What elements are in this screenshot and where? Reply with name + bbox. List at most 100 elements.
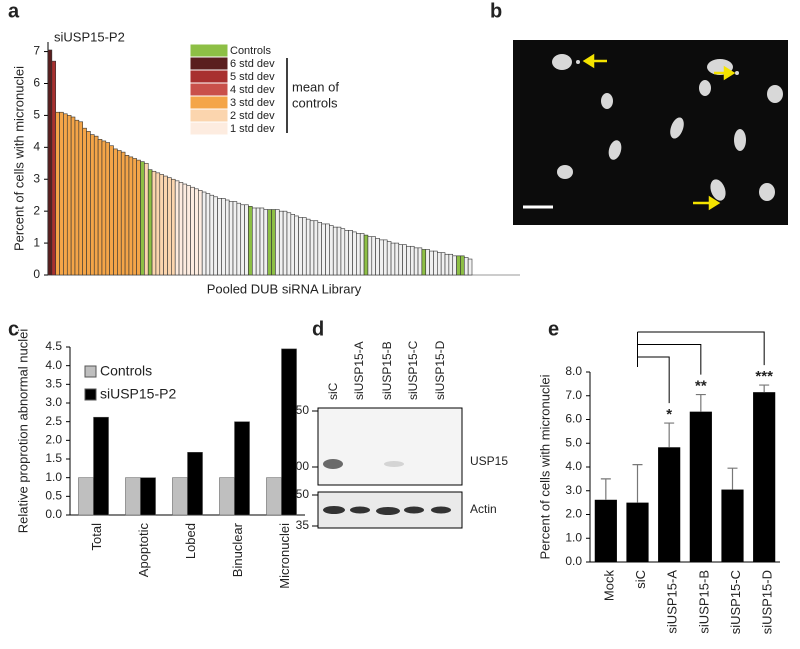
y-tick-label: 1.0: [565, 530, 582, 544]
bar: [186, 185, 191, 276]
legend-note: mean of: [292, 79, 339, 94]
bar: [410, 245, 415, 276]
bar: [263, 209, 269, 276]
bar: [463, 257, 469, 276]
bar: [325, 223, 330, 276]
x-tick-label: siC: [633, 570, 648, 589]
bar: [336, 226, 342, 276]
lane-label: siC: [326, 382, 340, 400]
legend-label: Controls: [100, 363, 152, 379]
x-tick-label: Total: [89, 523, 104, 551]
bar: [255, 207, 261, 276]
significance: ***: [755, 368, 773, 385]
y-tick-label: 1: [33, 235, 40, 249]
bar: [332, 226, 338, 276]
bar: [413, 247, 419, 276]
panel-letter: d: [312, 318, 324, 340]
bar: [278, 210, 284, 276]
bar: [313, 220, 319, 276]
x-tick-label: siUSP15-D: [760, 570, 775, 634]
bar: [194, 188, 199, 276]
bar: [101, 140, 107, 276]
bar: [321, 223, 326, 276]
y-tick-label: 1.0: [45, 470, 62, 484]
lane-label: siUSP15-D: [433, 340, 447, 400]
bar: [190, 186, 195, 276]
bar: [437, 252, 442, 276]
bar: [402, 244, 407, 276]
bar: [128, 156, 134, 276]
bar: [51, 60, 57, 276]
bar: [205, 193, 211, 276]
bar: [55, 111, 60, 276]
bar: [379, 239, 384, 276]
bar: [251, 207, 257, 276]
y-tick-label: 3.0: [565, 483, 582, 497]
y-tick-label: 2: [33, 203, 40, 217]
legend-swatch: [84, 388, 97, 401]
y-tick-label: 0: [33, 267, 40, 281]
bar: [217, 198, 222, 276]
bar: [93, 135, 99, 276]
bar: [105, 142, 110, 276]
legend-swatch: [189, 43, 229, 58]
bar: [309, 220, 315, 276]
bar: [209, 194, 215, 276]
y-axis-title: Percent of cells with micronuclei: [537, 374, 552, 559]
y-tick-label: 2.0: [565, 507, 582, 521]
bar: [266, 477, 282, 516]
bracket: [637, 331, 765, 366]
y-axis-title: Relative proprotion abnormal nuclei: [15, 329, 30, 534]
bar: [172, 477, 188, 516]
bar: [219, 477, 235, 516]
bar: [167, 177, 172, 276]
error-bar: [632, 464, 643, 503]
bar: [86, 131, 91, 276]
error-bar: [759, 384, 770, 393]
legend-label: 3 std dev: [230, 97, 275, 109]
bar: [658, 447, 681, 562]
bar: [93, 416, 109, 516]
y-tick-label: 1.5: [45, 451, 62, 465]
legend-label: 5 std dev: [230, 71, 275, 83]
bar: [375, 237, 380, 276]
bar: [144, 162, 149, 276]
bar: [421, 249, 427, 276]
legend-label: 4 std dev: [230, 84, 275, 96]
bar: [406, 245, 411, 276]
y-axis-title: Percent of cells with micronuclei: [11, 66, 26, 251]
legend-label: siUSP15-P2: [100, 386, 176, 402]
bar: [398, 244, 403, 276]
y-tick-label: 7.0: [565, 388, 582, 402]
bar: [113, 148, 118, 276]
y-tick-label: 3.5: [45, 377, 62, 391]
bar: [78, 477, 94, 516]
panel-letter: c: [8, 318, 19, 340]
significance: *: [666, 406, 672, 423]
y-tick-label: 3: [33, 171, 40, 185]
bar: [159, 174, 164, 276]
y-tick-label: 0.5: [45, 489, 62, 503]
bar: [120, 151, 126, 276]
y-tick-label: 4: [33, 140, 40, 154]
bar: [236, 202, 242, 276]
band-label: Actin: [470, 502, 497, 516]
error-bar: [727, 467, 738, 490]
legend-swatch: [84, 365, 97, 378]
bar: [444, 253, 450, 276]
lane-label: siUSP15-B: [380, 341, 394, 400]
bar: [132, 158, 137, 276]
bar: [125, 477, 141, 516]
bar: [282, 210, 288, 276]
y-tick-label: 4.5: [45, 339, 62, 353]
legend-note: controls: [292, 95, 338, 110]
bar: [290, 214, 295, 276]
bar: [151, 170, 157, 276]
western-blot: 150 100 50 35 USP15 Actin siC siUSP15-A …: [289, 340, 508, 532]
micrograph: [513, 40, 788, 225]
bar: [753, 392, 776, 562]
y-tick-label: 4.0: [45, 358, 62, 372]
bar: [201, 191, 207, 276]
bar: [417, 247, 423, 276]
bar: [433, 250, 438, 276]
